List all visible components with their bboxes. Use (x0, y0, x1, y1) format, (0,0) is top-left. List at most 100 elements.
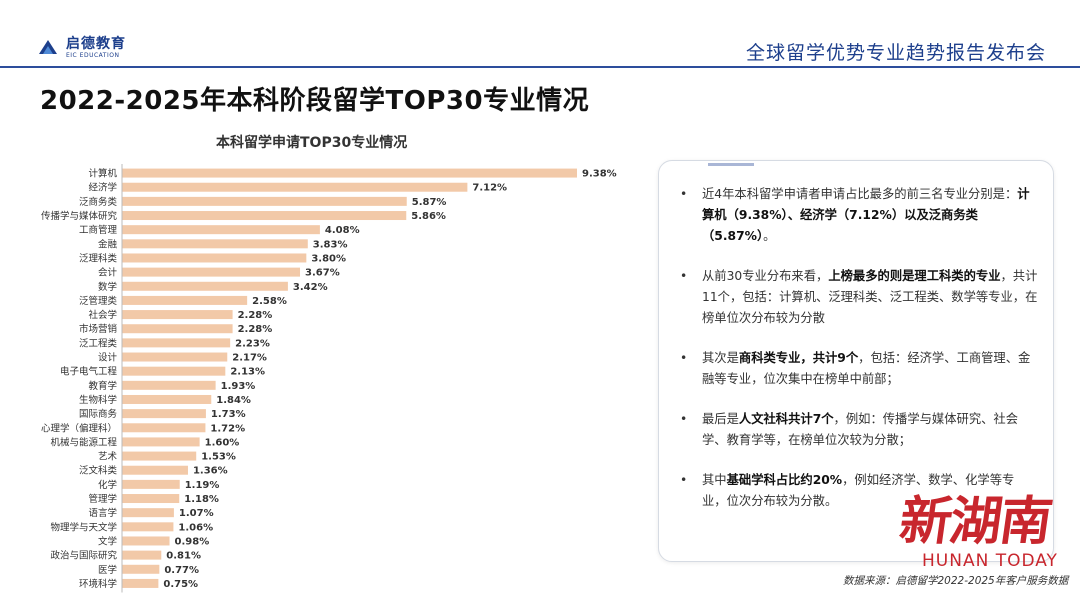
value-label: 2.28% (238, 310, 273, 321)
value-label: 2.23% (235, 338, 270, 349)
category-label: 医学 (98, 564, 117, 576)
category-label: 化学 (98, 479, 117, 491)
summary-text: 其次是商科类专业，共计9个，包括：经济学、工商管理、金融等专业，位次集中在榜单中… (702, 348, 1038, 390)
bar-18 (122, 423, 206, 433)
brand-logo: 启德教育 EIC EDUCATION (36, 36, 126, 60)
value-label: 5.86% (411, 211, 446, 222)
category-label: 泛理科类 (79, 252, 118, 264)
category-label: 市场营销 (79, 323, 118, 335)
category-label: 管理学 (88, 493, 117, 505)
chart-title: 本科留学申请TOP30专业情况 (216, 135, 408, 151)
bar-12 (122, 338, 231, 348)
summary-list: • 近4年本科留学申请者申请占比最多的前三名专业分别是：计算机（9.38%）、经济… (678, 184, 1038, 531)
summary-highlight: 人文社科共计7个 (738, 412, 834, 426)
category-label: 物理学与天文学 (50, 521, 117, 533)
value-label: 0.75% (163, 579, 198, 590)
bar-19 (122, 437, 200, 447)
bar-24 (122, 508, 174, 518)
header-divider (0, 66, 1080, 68)
bullet-dot-icon: • (680, 269, 688, 283)
value-label: 1.18% (184, 494, 219, 505)
bar-0 (122, 168, 577, 178)
value-label: 0.81% (166, 551, 201, 562)
category-label: 生物科学 (79, 394, 117, 406)
bullet-dot-icon: • (680, 351, 688, 365)
value-label: 3.42% (293, 282, 328, 293)
value-label: 0.98% (175, 536, 210, 547)
bar-1 (122, 182, 468, 192)
bar-29 (122, 578, 159, 588)
value-label: 5.87% (412, 197, 447, 208)
bar-25 (122, 522, 174, 532)
category-label: 计算机 (88, 168, 117, 180)
value-label: 9.38% (582, 169, 617, 180)
category-label: 工商管理 (79, 224, 118, 236)
category-label: 社会学 (88, 309, 117, 321)
category-label: 教育学 (88, 380, 117, 392)
summary-bullet: • 近4年本科留学申请者申请占比最多的前三名专业分别是：计算机（9.38%）、经济… (678, 184, 1038, 247)
summary-text: 其中基础学科占比约20%，例如经济学、数学、化学等专业，位次分布较为分散。 (702, 470, 1038, 512)
category-label: 艺术 (98, 451, 118, 463)
summary-bullet: • 其次是商科类专业，共计9个，包括：经济学、工商管理、金融等专业，位次集中在榜单… (678, 348, 1038, 390)
category-label: 环境科学 (79, 578, 117, 590)
logo-cn-text: 启德教育 (66, 36, 126, 52)
value-label: 3.83% (313, 239, 348, 250)
summary-card (658, 160, 1054, 562)
category-label: 文学 (98, 535, 117, 547)
bar-10 (122, 310, 233, 320)
bar-26 (122, 536, 170, 546)
bar-13 (122, 352, 228, 362)
value-label: 1.84% (216, 395, 251, 406)
bar-8 (122, 281, 288, 291)
bar-23 (122, 494, 180, 504)
category-label: 国际商务 (79, 408, 118, 420)
watermark-en: HUNAN TODAY (922, 551, 1058, 571)
logo-en-text: EIC EDUCATION (66, 52, 120, 59)
bar-6 (122, 253, 307, 263)
bar-3 (122, 211, 407, 221)
value-label: 1.07% (179, 508, 214, 519)
bar-16 (122, 394, 212, 404)
category-label: 泛商务类 (79, 196, 118, 208)
summary-segment: ，例如：传播学与媒体研究、社会学、教育学等，在榜单位次较为分散； (702, 412, 1019, 447)
summary-segment: 其中 (702, 473, 727, 487)
summary-segment: ，例如经济学、数学、化学等专业，位次分布较为分散。 (702, 473, 1015, 508)
bar-11 (122, 324, 233, 334)
summary-segment: 。 (763, 229, 776, 243)
event-title: 全球留学优势专业趋势报告发布会 (745, 42, 1046, 64)
watermark-cn: 新湖南 (895, 491, 1055, 552)
card-accent-bar (708, 163, 754, 166)
value-label: 1.73% (211, 409, 246, 420)
summary-highlight: 基础学科占比约20% (726, 473, 843, 487)
summary-text: 近4年本科留学申请者申请占比最多的前三名专业分别是：计算机（9.38%）、经济学… (702, 184, 1038, 247)
summary-segment: 近4年本科留学申请者申请占比最多的前三名专业分别是： (702, 187, 1018, 201)
bar-chart: 计算机 9.38% 经济学 7.12% 泛商务类 5.87% 传播学与媒体研究 5.86% 工商… (41, 164, 617, 593)
value-label: 1.72% (210, 423, 245, 434)
summary-bullet: • 最后是人文社科共计7个，例如：传播学与媒体研究、社会学、教育学等，在榜单位次较… (678, 409, 1038, 451)
value-label: 2.58% (252, 296, 287, 307)
value-label: 7.12% (472, 183, 507, 194)
value-label: 1.60% (205, 437, 240, 448)
category-label: 心理学（偏理科） (41, 422, 117, 434)
summary-highlight: 计算机（9.38%）、经济学（7.12%）以及泛商务类（5.87%） (702, 187, 1030, 243)
category-label: 会计 (98, 267, 118, 279)
bullet-dot-icon: • (680, 473, 688, 487)
value-label: 2.17% (232, 353, 267, 364)
page-title: 2022-2025年本科阶段留学TOP30专业情况 (40, 86, 590, 116)
summary-bullet: • 其中基础学科占比约20%，例如经济学、数学、化学等专业，位次分布较为分散。 (678, 470, 1038, 512)
summary-segment: 其次是 (702, 351, 739, 365)
category-label: 金融 (98, 238, 118, 250)
bar-15 (122, 380, 216, 390)
summary-segment: ，包括：经济学、工商管理、金融等专业，位次集中在榜单中前部； (702, 351, 1031, 386)
value-label: 4.08% (325, 225, 360, 236)
bar-7 (122, 267, 301, 277)
hunan-today-watermark: 新湖南 HUNAN TODAY (896, 491, 1070, 571)
bar-20 (122, 451, 197, 461)
bar-4 (122, 225, 320, 235)
category-label: 泛工程类 (79, 337, 118, 349)
source-note: 数据来源：启德留学2022-2025年客户服务数据 (843, 575, 1069, 587)
category-label: 语言学 (88, 507, 117, 519)
value-label: 1.19% (185, 480, 220, 491)
bar-27 (122, 550, 162, 560)
category-label: 泛文科类 (79, 465, 118, 477)
